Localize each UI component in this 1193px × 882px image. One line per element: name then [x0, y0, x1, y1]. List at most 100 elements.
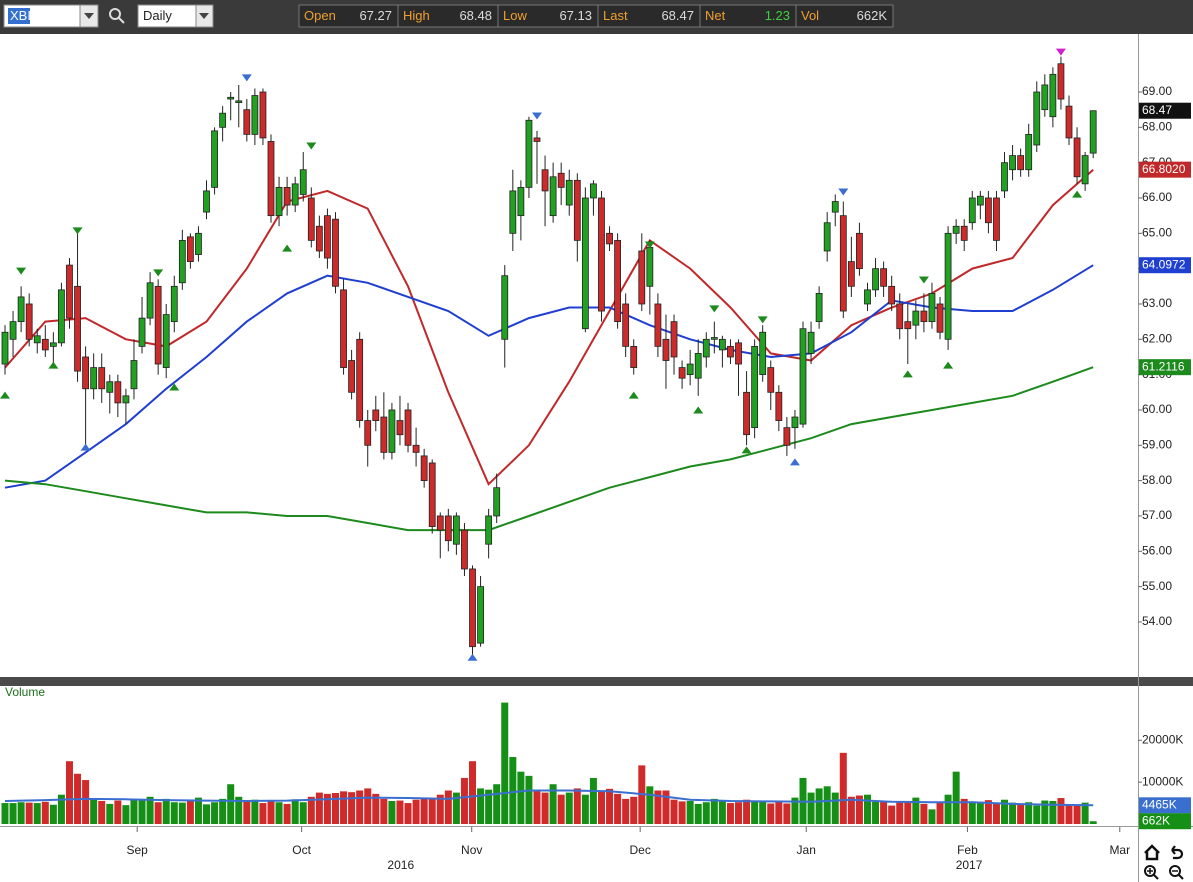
pivot-marker: [1055, 48, 1066, 56]
pivot-marker: [757, 316, 768, 324]
value-tag: [1139, 797, 1191, 814]
candle-body: [864, 289, 871, 305]
undo-icon[interactable]: [1171, 845, 1184, 860]
volume-bar: [251, 799, 259, 824]
value-tag: [1139, 161, 1191, 178]
search-icon[interactable]: [109, 8, 125, 24]
value-tag-label: 66.8020: [1142, 162, 1186, 176]
candle-body: [872, 268, 879, 291]
pivot-marker: [531, 112, 542, 120]
candle-body: [267, 141, 275, 217]
volume-bar: [243, 801, 251, 824]
volume-bar: [114, 800, 122, 824]
volume-bar: [25, 802, 33, 824]
volume-bar: [694, 803, 702, 824]
candle-body: [694, 353, 702, 379]
volume-bar: [452, 792, 460, 824]
candle-body: [686, 363, 694, 376]
candle-body: [968, 197, 976, 224]
candle-body: [839, 215, 847, 312]
candle-body: [751, 345, 759, 429]
candle-body: [1041, 84, 1049, 111]
candle-body: [186, 236, 194, 262]
candle-body: [573, 179, 581, 241]
candle-body: [154, 285, 162, 365]
candle-body: [1009, 155, 1016, 171]
pivot-marker: [169, 383, 180, 391]
volume-bar: [839, 752, 847, 824]
candle-body: [662, 338, 670, 361]
candle-body: [436, 515, 444, 531]
volume-bar: [17, 802, 25, 824]
volume-bar: [759, 800, 767, 824]
volume-bar: [41, 801, 49, 824]
quote-label: Vol: [801, 8, 819, 23]
volume-bar: [323, 793, 331, 824]
volume-bar: [581, 794, 589, 824]
volume-bar: [154, 802, 162, 824]
home-icon[interactable]: [1144, 844, 1160, 861]
quote-value: 67.27: [359, 8, 392, 23]
interval: Daily: [143, 8, 172, 23]
candle-body: [307, 197, 315, 241]
volume-bar: [984, 800, 992, 824]
volume-bar: [372, 793, 380, 824]
candle-body: [428, 462, 436, 527]
volume-bar: [726, 803, 734, 824]
candle-body: [888, 285, 896, 305]
candle-body: [235, 100, 243, 103]
volume-bar: [315, 792, 323, 824]
pivot-marker: [838, 188, 849, 196]
candle-body: [251, 95, 259, 135]
candle-body: [340, 289, 347, 368]
candle-body: [702, 338, 710, 358]
volume-bar: [606, 788, 614, 824]
pivot-marker: [153, 269, 164, 277]
volume-bar: [1065, 805, 1073, 824]
zoom-out-icon[interactable]: [1169, 865, 1184, 880]
volume-bar: [863, 794, 871, 824]
volume-bar: [686, 800, 694, 824]
candle-body: [928, 292, 936, 323]
candle-body: [775, 391, 783, 421]
y-tick-label: 59.00: [1142, 437, 1172, 451]
candle-body: [549, 176, 557, 217]
quote-value: 1.23: [765, 8, 790, 23]
y-tick-label: 69.00: [1142, 84, 1172, 98]
value-tag-label: 61.2116: [1142, 359, 1185, 373]
x-tick-label: Jan: [797, 843, 816, 857]
candle-body: [960, 225, 968, 241]
candle-body: [896, 303, 904, 330]
pivot-marker: [628, 391, 639, 399]
candle-body: [356, 338, 364, 421]
volume-bar: [880, 801, 888, 824]
candle-body: [299, 169, 307, 195]
volume-bar: [348, 792, 356, 824]
candle-body: [509, 190, 517, 234]
volume-bar: [670, 799, 678, 824]
volume-bar: [968, 801, 976, 824]
volume-bar: [219, 798, 227, 824]
candle-body: [283, 186, 291, 206]
volume-bar: [307, 796, 315, 824]
quote-value: 662K: [857, 8, 888, 23]
zoom-in-icon[interactable]: [1144, 865, 1159, 880]
moving-average: [4, 366, 1094, 532]
y-tick-label: 20000K: [1142, 732, 1183, 746]
volume-bar: [847, 796, 855, 824]
candle-body: [710, 337, 718, 340]
candle-body: [614, 239, 622, 323]
x-tick-label: Nov: [461, 843, 482, 857]
candle-body: [461, 529, 468, 570]
volume-bar: [49, 804, 57, 824]
candle-body: [912, 310, 920, 326]
volume-bar: [896, 802, 904, 824]
year-label: 2016: [387, 858, 414, 872]
candle-body: [743, 391, 750, 436]
y-tick-label: 63.00: [1142, 296, 1172, 310]
volume-bar: [259, 803, 267, 824]
candle-body: [9, 321, 17, 340]
value-tag-label: 4465K: [1142, 797, 1177, 811]
candle-body: [944, 232, 952, 340]
